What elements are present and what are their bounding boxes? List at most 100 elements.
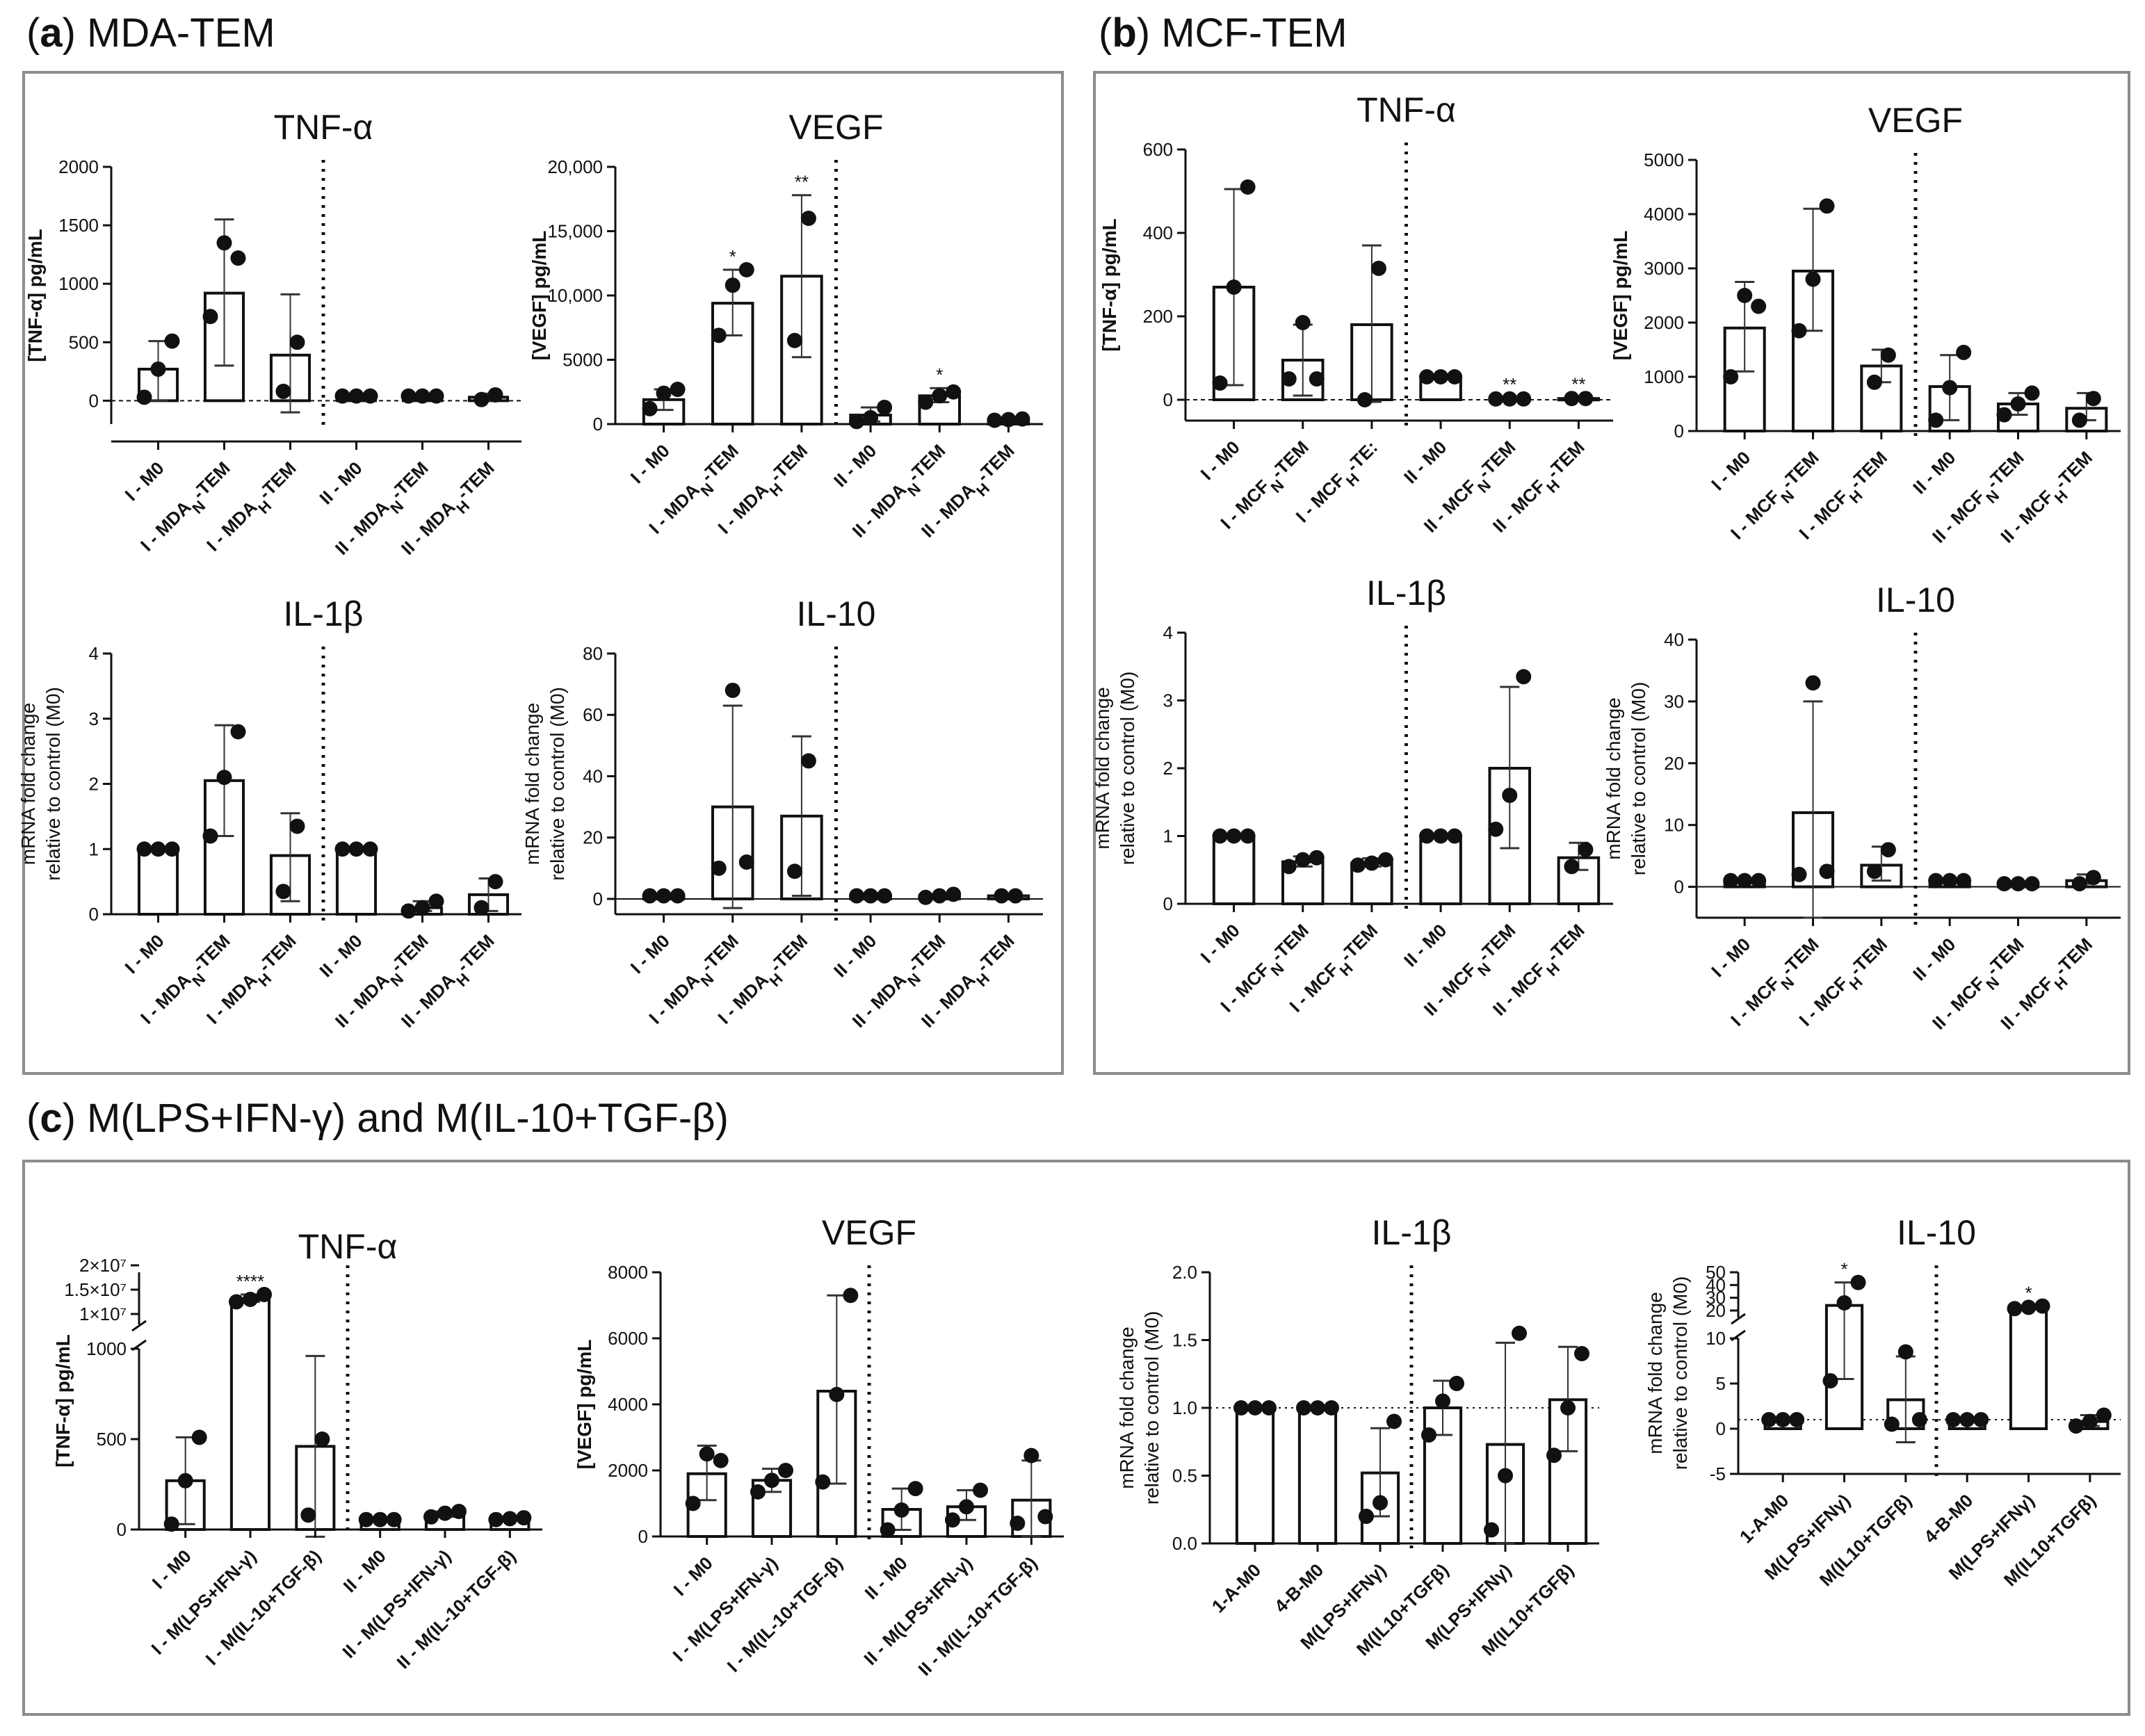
data-point	[164, 333, 180, 349]
data-point	[1911, 1412, 1927, 1427]
data-point	[1433, 828, 1449, 844]
data-point	[1377, 852, 1393, 868]
data-point	[1942, 380, 1958, 396]
data-point	[713, 1452, 729, 1468]
x-tick-label: II - M(LPS+IFN-γ)	[859, 1552, 976, 1669]
data-point	[1370, 261, 1386, 276]
data-point	[1373, 1495, 1388, 1511]
y-tick-label: 20,000	[547, 156, 603, 177]
data-point	[1324, 1400, 1339, 1415]
data-point	[1751, 298, 1767, 314]
data-point	[863, 409, 879, 425]
data-point	[1761, 1412, 1777, 1427]
data-point	[487, 387, 503, 403]
data-point	[1578, 842, 1594, 857]
y-tick-label: 5000	[1644, 149, 1684, 170]
data-point	[987, 412, 1003, 428]
y-axis-label: relative to control (M0)	[547, 687, 568, 881]
x-tick-label: 4-B-M0	[1270, 1559, 1327, 1616]
y-tick-label: 1000	[86, 1338, 127, 1359]
bar	[1419, 834, 1462, 905]
y-tick-label: 20	[1706, 1300, 1726, 1321]
y-tick-label: 40	[1664, 629, 1684, 650]
y-tick-label: 30	[1664, 691, 1684, 712]
data-point	[815, 1474, 831, 1490]
significance-label: **	[1503, 374, 1516, 395]
data-point	[348, 841, 364, 857]
data-point	[1564, 391, 1580, 407]
x-tick-label: 4-B-M0	[1920, 1490, 1977, 1547]
data-point	[2068, 1418, 2084, 1434]
y-tick-label: 1	[89, 838, 99, 859]
data-point	[1578, 391, 1594, 407]
y-tick-label: 0	[1163, 893, 1173, 914]
panel-c-frame	[22, 1160, 2130, 1716]
y-tick-label: 3	[89, 708, 99, 729]
data-point	[1866, 863, 1882, 879]
data-point	[163, 1516, 179, 1532]
data-point	[1819, 198, 1835, 214]
data-point	[334, 388, 350, 404]
y-tick-label: 1.5×10⁷	[64, 1279, 127, 1300]
data-point	[1433, 369, 1449, 384]
y-tick-label: 4000	[1644, 204, 1684, 225]
bar	[335, 847, 378, 916]
y-tick-label: 2.0	[1172, 1262, 1197, 1283]
data-point	[2085, 870, 2101, 886]
data-point	[893, 1502, 909, 1518]
data-point	[1212, 375, 1228, 391]
data-point	[670, 888, 686, 904]
y-axis-label: relative to control (M0)	[1669, 1276, 1691, 1470]
chart-title: VEGF	[822, 1213, 916, 1252]
data-point	[946, 886, 962, 902]
y-tick-label: 1000	[58, 273, 99, 294]
chart-a-il10: IL-10 0 20 40 60 80 mRNA fold change relative t…	[521, 594, 1043, 1032]
data-point	[699, 1446, 715, 1462]
data-point	[348, 388, 364, 404]
y-tick-label: 0	[593, 414, 603, 435]
x-tick-label: I - M0	[626, 930, 674, 977]
data-point	[1737, 288, 1753, 303]
y-tick-label: 1	[1163, 826, 1173, 847]
y-tick-label: 10	[1664, 815, 1684, 836]
y-axis-label: mRNA fold change	[1644, 1292, 1666, 1454]
data-point	[150, 841, 166, 857]
data-point	[1516, 669, 1532, 685]
x-tick-label: II - M0	[829, 930, 880, 981]
x-tick-label: I - M0	[670, 1552, 717, 1600]
data-point	[829, 1386, 845, 1402]
y-tick-label: 500	[97, 1429, 127, 1450]
data-point	[2010, 876, 2026, 892]
x-tick-label: II - M0	[1400, 920, 1450, 971]
data-point	[300, 1507, 316, 1523]
y-tick-label: 600	[1143, 139, 1173, 160]
y-axis-label: [TNF-α] pg/mL	[24, 229, 46, 362]
data-point	[1309, 850, 1325, 866]
significance-label: *	[729, 246, 736, 267]
data-point	[150, 361, 166, 377]
data-point	[764, 1473, 779, 1488]
data-point	[786, 863, 802, 879]
data-point	[362, 841, 378, 857]
chart-title: IL-1β	[1366, 574, 1446, 613]
data-point	[2024, 385, 2040, 401]
y-tick-label: 4	[1163, 622, 1173, 643]
data-point	[1296, 1400, 1311, 1415]
y-tick-label: 3000	[1644, 258, 1684, 279]
bar	[229, 1298, 271, 1531]
data-point	[932, 388, 948, 404]
data-point	[1928, 873, 1944, 889]
y-tick-label: 6000	[608, 1328, 648, 1349]
axis-break-mark	[131, 1320, 147, 1332]
data-point	[1310, 1400, 1325, 1415]
y-axis-label: relative to control (M0)	[1141, 1311, 1163, 1505]
data-point	[1261, 1400, 1277, 1415]
y-tick-label: 0	[89, 904, 99, 925]
data-point	[1498, 1468, 1513, 1484]
data-point	[502, 1511, 518, 1527]
y-tick-label: 500	[69, 332, 99, 352]
data-point	[414, 388, 430, 404]
data-point	[400, 388, 416, 404]
data-point	[1546, 1447, 1562, 1463]
